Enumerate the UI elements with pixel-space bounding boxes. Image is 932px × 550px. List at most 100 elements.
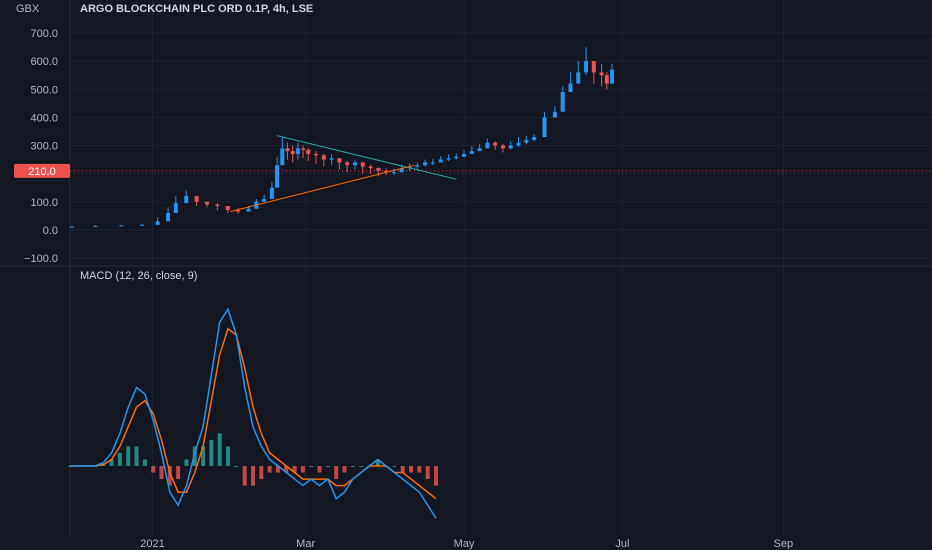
candle-body — [290, 151, 295, 154]
y-tick-label: −100.0 — [24, 253, 58, 265]
candle-body — [262, 198, 267, 202]
candle-body — [225, 205, 230, 211]
macd-histogram-bar — [117, 452, 122, 466]
last-price-badge — [14, 163, 70, 178]
candle-body — [269, 187, 274, 199]
y-tick-label: 600.0 — [30, 56, 58, 68]
candle-body — [399, 168, 404, 173]
candle-body — [391, 172, 396, 174]
macd-histogram-bar — [217, 433, 222, 466]
macd-histogram-bar — [259, 466, 264, 480]
macd-histogram-bar — [242, 466, 247, 486]
macd-histogram-bar — [226, 446, 231, 466]
candle-body — [500, 145, 505, 149]
candle-body — [166, 213, 171, 222]
candle-body — [306, 149, 311, 154]
candle-body — [524, 139, 529, 143]
trendline-lower — [230, 164, 415, 213]
macd-histogram-bar — [359, 466, 364, 467]
macd-histogram-bar — [375, 459, 380, 466]
candle-body — [236, 210, 241, 212]
grid-layer — [0, 0, 932, 535]
trendline-layer — [230, 135, 457, 213]
macd-histogram-bar — [275, 466, 280, 473]
macd-histogram-bar — [109, 459, 114, 466]
macd-histogram-bar — [209, 439, 214, 466]
candle-body — [194, 196, 199, 202]
candle-body — [423, 162, 428, 166]
candle-body — [493, 142, 498, 146]
candle-body — [173, 203, 178, 213]
candle-body — [516, 142, 521, 146]
candle-body — [70, 226, 74, 228]
macd-histogram-bar — [342, 466, 347, 473]
candle-body — [584, 61, 589, 73]
chart-title: ARGO BLOCKCHAIN PLC ORD 0.1P, 4h, LSE — [80, 3, 313, 15]
macd-histogram-bar — [300, 466, 305, 473]
macd-histogram-bar — [142, 459, 147, 466]
y-tick-label: 0.0 — [43, 225, 58, 237]
macd-histogram-bar — [251, 466, 255, 486]
candle-body — [485, 142, 490, 149]
y-tick-label: 300.0 — [30, 141, 58, 153]
candle-body — [275, 165, 280, 188]
candle-body — [337, 158, 342, 163]
candle-body — [368, 166, 373, 168]
macd-histogram-bar — [400, 466, 405, 473]
macd-histogram-bar — [151, 466, 156, 473]
candle-body — [446, 158, 451, 160]
macd-histogram-bar — [176, 466, 181, 480]
candle-body — [215, 204, 220, 206]
y-tick-label: 500.0 — [30, 84, 58, 96]
candle-body — [462, 153, 467, 157]
x-tick-label: Jul — [615, 538, 629, 550]
candle-body — [352, 162, 357, 166]
macd-histogram-bar — [292, 466, 297, 473]
candle-body — [477, 148, 482, 152]
axis-layer: 2021 Mar May Jul Sep 700.0 600.0 500.0 400.0 300.… — [14, 28, 793, 550]
candle-body — [314, 153, 319, 156]
candle-body — [184, 196, 189, 204]
macd-signal-line — [70, 327, 437, 500]
candle-body — [301, 148, 306, 150]
candle-body — [140, 224, 145, 226]
macd-histogram-bar — [167, 466, 172, 486]
y-tick-label: 100.0 — [30, 197, 58, 209]
candle-body — [560, 92, 565, 112]
candle-body — [360, 162, 365, 167]
candle-body — [542, 117, 547, 138]
macd-histogram-bar — [267, 466, 272, 473]
macd-histogram-bar — [325, 466, 330, 467]
macd-title: MACD (12, 26, close, 9) — [80, 270, 197, 282]
candle-body — [329, 158, 334, 160]
candle-body — [205, 201, 209, 205]
x-tick-label: 2021 — [140, 538, 164, 550]
macd-histogram-bar — [159, 466, 164, 480]
macd-histogram-bar — [126, 446, 131, 466]
candle-body — [345, 162, 350, 166]
macd-histogram-bar — [350, 466, 355, 467]
macd-histogram-bar — [309, 466, 314, 467]
candle-body — [295, 148, 300, 154]
candle-body — [610, 69, 614, 84]
macd-histogram-bar — [234, 466, 239, 467]
candle-body — [469, 151, 474, 154]
macd-layer — [68, 307, 438, 519]
candle-body — [532, 137, 537, 140]
candle-body — [321, 155, 326, 160]
candle-body — [246, 208, 251, 212]
candle-body — [568, 83, 573, 93]
candle-body — [576, 72, 581, 84]
macd-histogram-bar — [134, 446, 139, 466]
macd-histogram-bar — [201, 446, 206, 466]
candle-body — [552, 111, 557, 118]
candle-body — [415, 165, 420, 167]
candle-body — [93, 225, 98, 227]
candle-body — [407, 166, 412, 168]
candle-body — [285, 148, 290, 152]
candle-body — [604, 75, 609, 84]
y-tick-label: 700.0 — [30, 28, 58, 40]
candle-body — [430, 162, 435, 164]
